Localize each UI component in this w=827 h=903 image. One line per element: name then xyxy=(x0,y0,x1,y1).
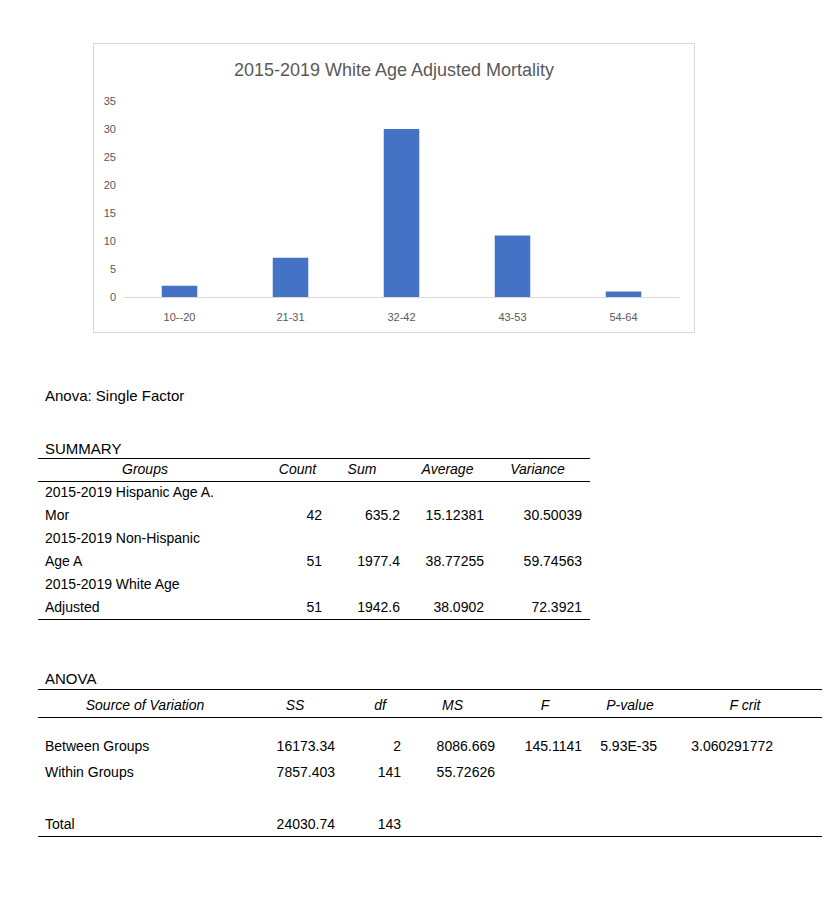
svg-text:5: 5 xyxy=(110,263,116,275)
svg-text:2015-2019 White Age Adjusted M: 2015-2019 White Age Adjusted Mortality xyxy=(234,60,554,80)
svg-text:10: 10 xyxy=(104,235,116,247)
html-text:df: df xyxy=(374,697,386,713)
html-text:38.0902: 38.0902 xyxy=(433,599,484,615)
html-text:F crit: F crit xyxy=(729,697,761,713)
svg-text:30: 30 xyxy=(104,123,116,135)
html-text:Sum: Sum xyxy=(347,461,377,477)
html-text:2015-2019 White Age Adjusted: 2015-2019 White Age Adjusted xyxy=(45,576,180,615)
svg-text:35: 35 xyxy=(104,95,116,107)
html-text:143: 143 xyxy=(377,816,401,832)
html-text:1977.4: 1977.4 xyxy=(357,553,400,569)
svg-text:43-53: 43-53 xyxy=(498,311,526,323)
html-text:51: 51 xyxy=(306,599,322,615)
html-text:7857.403: 7857.403 xyxy=(276,764,335,780)
svg-text:32-42: 32-42 xyxy=(387,311,415,323)
html-text:15.12381: 15.12381 xyxy=(425,507,484,523)
svg-text:15: 15 xyxy=(104,207,116,219)
svg-text:10--20: 10--20 xyxy=(164,311,196,323)
html-text:2015-2019 Hispanic Age A. Mor: 2015-2019 Hispanic Age A. Mor xyxy=(45,484,214,523)
html-text:F: F xyxy=(540,697,550,713)
html-text:1942.6: 1942.6 xyxy=(357,599,400,615)
svg-text:54-64: 54-64 xyxy=(609,311,637,323)
html-text:141: 141 xyxy=(377,764,401,780)
svg-text:25: 25 xyxy=(104,151,116,163)
html-text:5.93E-35: 5.93E-35 xyxy=(600,738,657,754)
html-text:16173.34: 16173.34 xyxy=(276,738,335,754)
html-text:SS: SS xyxy=(285,697,305,713)
html-text:Groups: Groups xyxy=(122,461,168,477)
html-text:38.77255: 38.77255 xyxy=(425,553,484,569)
svg-text:20: 20 xyxy=(104,179,116,191)
html-text:72.3921: 72.3921 xyxy=(531,599,582,615)
html-text:2: 2 xyxy=(393,738,401,754)
html-text:145.1141: 145.1141 xyxy=(524,738,582,754)
html-text:Total: Total xyxy=(45,816,75,832)
html-text:Count: Count xyxy=(278,461,317,477)
html-text:2015-2019 Non-Hispanic Age A: 2015-2019 Non-Hispanic Age A xyxy=(45,530,200,569)
html-text:Source of Variation: Source of Variation xyxy=(85,697,205,713)
html-text:51: 51 xyxy=(306,553,322,569)
html-text:635.2: 635.2 xyxy=(365,507,400,523)
html-text:24030.74: 24030.74 xyxy=(276,816,335,832)
html-text:P-value: P-value xyxy=(606,697,654,713)
html-text:Average: Average xyxy=(421,461,474,477)
html-text:3.060291772: 3.060291772 xyxy=(691,738,773,754)
html-text:30.50039: 30.50039 xyxy=(523,507,582,523)
html-text:Anova: Single Factor: Anova: Single Factor xyxy=(45,387,185,404)
html-text:8086.669: 8086.669 xyxy=(436,738,495,754)
html-text:MS: MS xyxy=(442,697,463,713)
svg-text:0: 0 xyxy=(110,291,116,303)
html-text:Between Groups: Between Groups xyxy=(45,738,150,754)
html-text:Variance: Variance xyxy=(510,461,565,477)
svg-text:21-31: 21-31 xyxy=(276,311,304,323)
html-text:ANOVA: ANOVA xyxy=(45,670,97,687)
html-text:55.72626: 55.72626 xyxy=(436,764,495,780)
html-text:Within Groups: Within Groups xyxy=(45,764,134,780)
html-text:42: 42 xyxy=(306,507,322,523)
html-text:59.74563: 59.74563 xyxy=(523,553,582,569)
html-text:SUMMARY: SUMMARY xyxy=(45,440,122,457)
